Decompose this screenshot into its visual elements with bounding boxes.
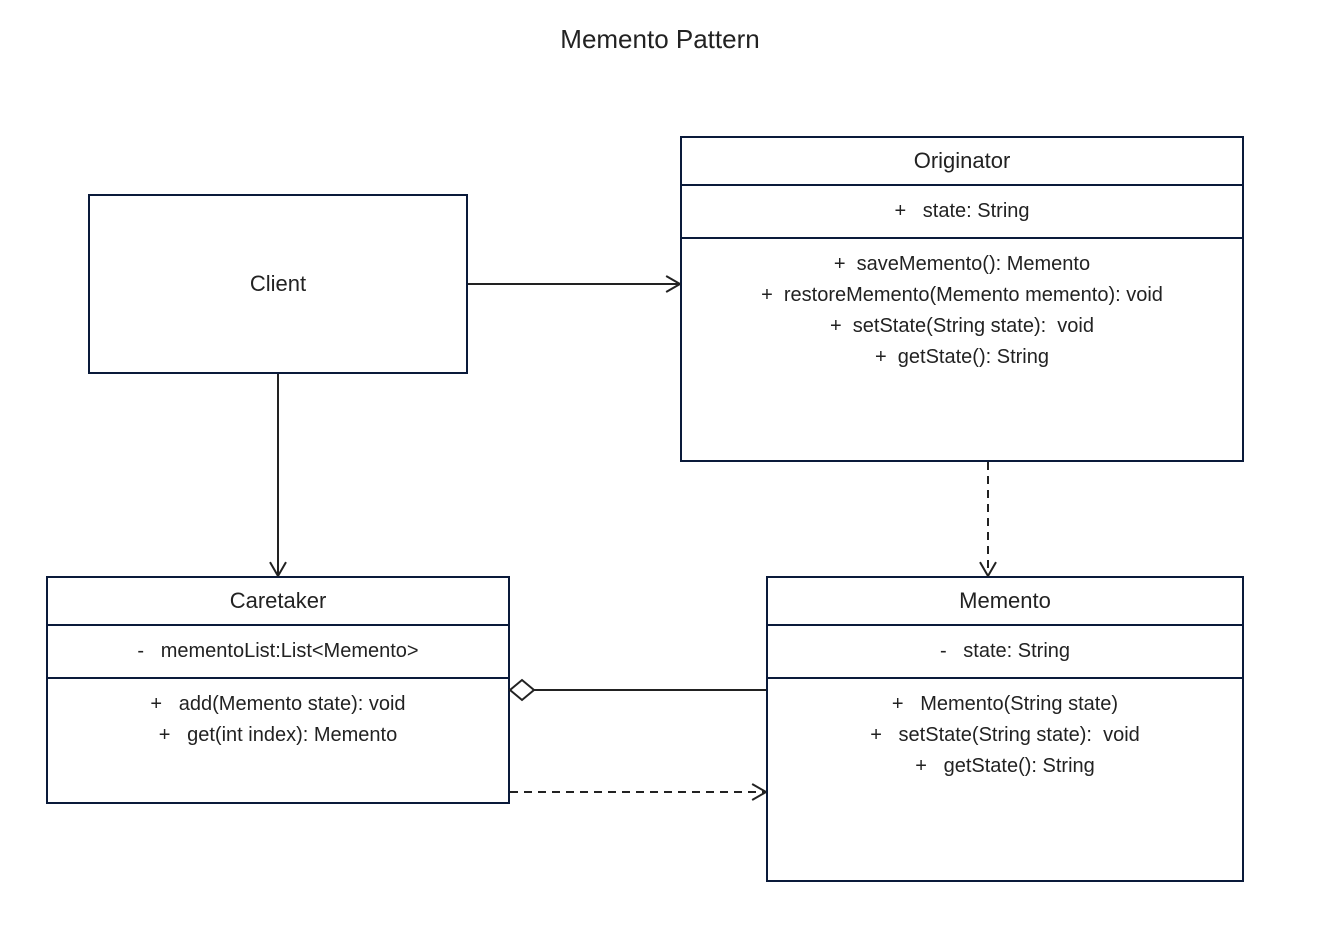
class-originator-attr: + state: String	[696, 196, 1228, 227]
class-memento: Memento - state: String + Memento(String…	[766, 576, 1244, 882]
class-originator-operations: + saveMemento(): Memento+ restoreMemento…	[682, 239, 1242, 383]
class-originator-name: Originator	[914, 148, 1011, 173]
class-memento-op: + getState(): String	[782, 751, 1228, 782]
class-caretaker-attributes: - mementoList:List<Memento>	[48, 626, 508, 679]
class-caretaker-operations: + add(Memento state): void+ get(int inde…	[48, 679, 508, 761]
class-caretaker: Caretaker - mementoList:List<Memento> + …	[46, 576, 510, 804]
class-memento-name: Memento	[959, 588, 1051, 613]
class-originator-attributes: + state: String	[682, 186, 1242, 239]
uml-diagram: Memento Pattern Client Originator + stat…	[0, 0, 1318, 930]
diagram-title: Memento Pattern	[460, 24, 860, 55]
class-originator: Originator + state: String + saveMemento…	[680, 136, 1244, 462]
class-client: Client	[88, 194, 468, 374]
class-originator-op: + getState(): String	[696, 342, 1228, 373]
class-caretaker-op: + add(Memento state): void	[62, 689, 494, 720]
class-originator-op: + saveMemento(): Memento	[696, 249, 1228, 280]
class-memento-op: + Memento(String state)	[782, 689, 1228, 720]
class-memento-attr: - state: String	[782, 636, 1228, 667]
class-caretaker-name: Caretaker	[230, 588, 327, 613]
class-memento-attributes: - state: String	[768, 626, 1242, 679]
class-caretaker-op: + get(int index): Memento	[62, 720, 494, 751]
class-originator-op: + setState(String state): void	[696, 311, 1228, 342]
class-memento-op: + setState(String state): void	[782, 720, 1228, 751]
class-client-name: Client	[250, 271, 306, 297]
class-originator-op: + restoreMemento(Memento memento): void	[696, 280, 1228, 311]
class-caretaker-attr: - mementoList:List<Memento>	[62, 636, 494, 667]
class-memento-operations: + Memento(String state)+ setState(String…	[768, 679, 1242, 792]
